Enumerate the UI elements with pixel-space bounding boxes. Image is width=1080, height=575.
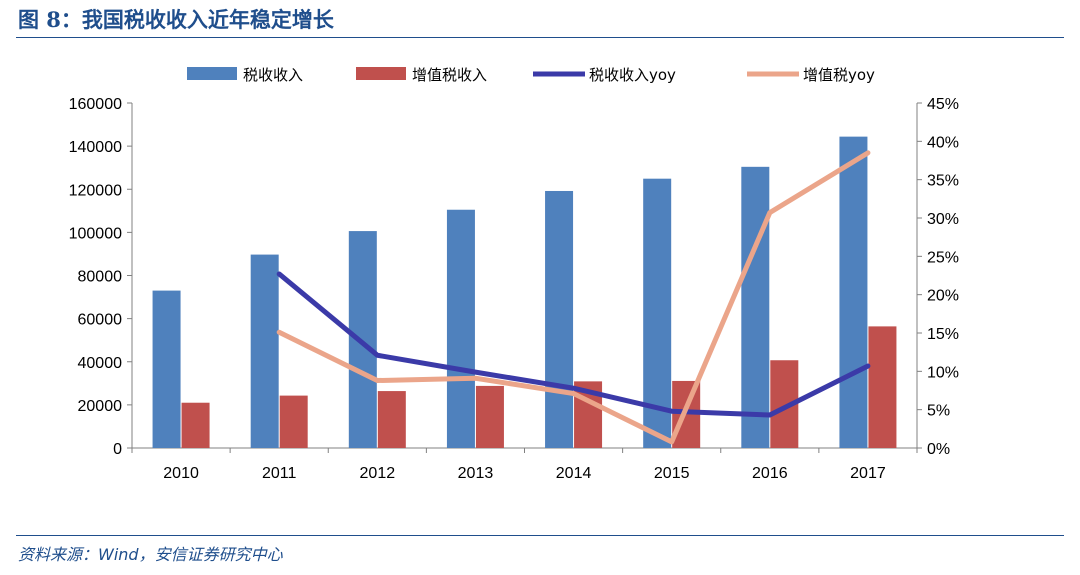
legend-label: 增值税yoy xyxy=(803,66,875,84)
tax-revenue-bar xyxy=(741,166,770,448)
vat-revenue-bar xyxy=(868,326,897,448)
header-divider xyxy=(16,37,1064,38)
x-tick-label: 2017 xyxy=(850,465,886,482)
chart-bars xyxy=(152,136,897,448)
tax-revenue-bar xyxy=(839,136,868,448)
left-tick-label: 140000 xyxy=(69,139,122,156)
vat-revenue-bar xyxy=(377,391,406,448)
left-tick-label: 60000 xyxy=(78,312,123,329)
vat-revenue-bar xyxy=(279,395,308,448)
legend-vat-yoy: 增值税yoy xyxy=(747,66,875,84)
source-note: 资料来源：Wind，安信证券研究中心 xyxy=(18,545,283,564)
left-tick-label: 0 xyxy=(113,441,122,458)
tax-revenue-bar xyxy=(152,290,181,448)
right-tick-label: 20% xyxy=(927,288,959,305)
chart-legend: 税收收入 增值税收入 税收收入yoy 增值税yoy xyxy=(187,66,875,84)
legend-vat-revenue: 增值税收入 xyxy=(356,66,487,84)
legend-tax-revenue-yoy: 税收收入yoy xyxy=(533,66,676,84)
x-tick-label: 2010 xyxy=(163,465,199,482)
right-tick-label: 40% xyxy=(927,134,959,151)
legend-swatch xyxy=(187,67,237,80)
x-tick-label: 2013 xyxy=(458,465,494,482)
tax-revenue-bar xyxy=(250,254,279,448)
left-tick-label: 40000 xyxy=(78,355,123,372)
tax-revenue-bar xyxy=(348,231,377,448)
vat-revenue-bar xyxy=(181,402,210,448)
tax-revenue-bar xyxy=(446,209,475,448)
right-tick-label: 45% xyxy=(927,96,959,113)
chart-axes: 0 20000 40000 60000 80000 100000 120000 140000 1… xyxy=(69,96,959,482)
right-tick-label: 5% xyxy=(927,403,950,420)
legend-label: 增值税收入 xyxy=(412,66,487,84)
legend-tax-revenue: 税收收入 xyxy=(187,66,303,84)
right-tick-label: 35% xyxy=(927,173,959,190)
figure-title: 图 8：我国税收收入近年稳定增长 xyxy=(18,7,334,32)
left-tick-label: 160000 xyxy=(69,96,122,113)
right-tick-label: 30% xyxy=(927,211,959,228)
vat-revenue-bar xyxy=(475,385,504,448)
x-tick-label: 2012 xyxy=(360,465,396,482)
chart-lines xyxy=(276,150,871,445)
footer-divider xyxy=(16,535,1064,536)
left-tick-label: 100000 xyxy=(69,225,122,242)
x-tick-label: 2011 xyxy=(262,465,297,482)
tax-revenue-bar xyxy=(545,190,574,448)
x-tick-label: 2014 xyxy=(556,465,592,482)
x-tick-label: 2016 xyxy=(752,465,788,482)
left-tick-label: 120000 xyxy=(69,182,122,199)
right-tick-label: 10% xyxy=(927,364,959,381)
right-tick-label: 15% xyxy=(927,326,959,343)
right-tick-label: 25% xyxy=(927,249,959,266)
left-tick-label: 20000 xyxy=(78,398,123,415)
left-tick-label: 80000 xyxy=(78,269,123,286)
legend-label: 税收收入yoy xyxy=(589,66,676,84)
x-tick-label: 2015 xyxy=(654,465,690,482)
legend-label: 税收收入 xyxy=(243,66,303,84)
right-tick-label: 0% xyxy=(927,441,950,458)
legend-swatch xyxy=(356,67,406,80)
